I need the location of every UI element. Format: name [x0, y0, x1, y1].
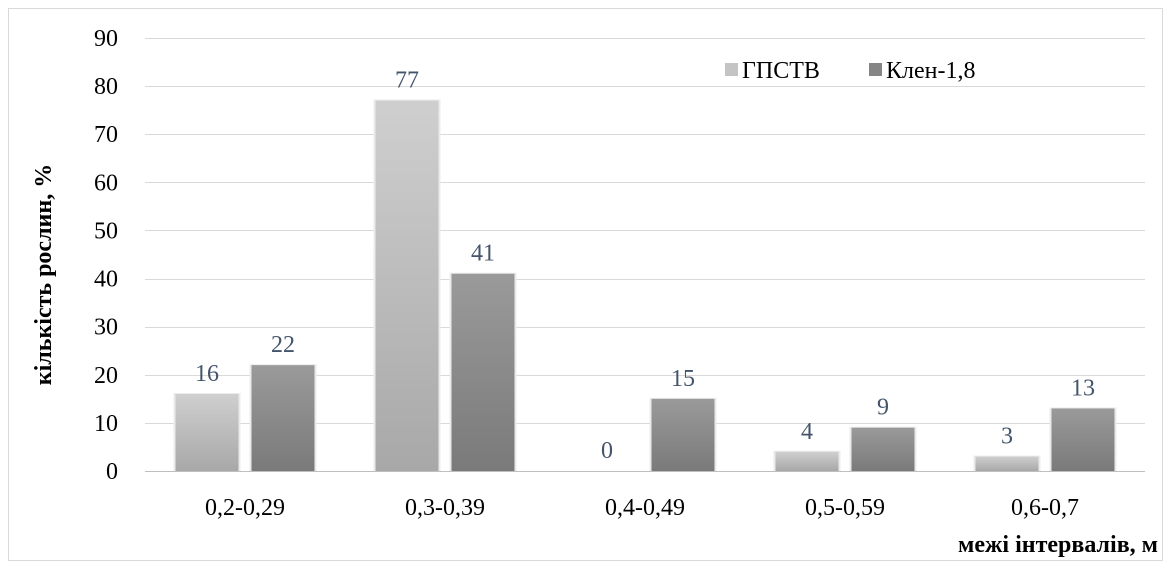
y-axis-title: кількість рослин, %	[31, 164, 57, 385]
bar	[451, 273, 515, 471]
y-tick-label: 90	[94, 26, 118, 52]
bar	[175, 394, 239, 471]
y-tick-label: 70	[94, 122, 118, 148]
x-tick-label: 0,2-0,29	[205, 495, 285, 521]
data-label: 13	[1071, 375, 1095, 401]
bars	[173, 99, 1117, 472]
y-tick-label: 60	[94, 170, 118, 196]
data-labels: 16 22 77 41 0 15 4 9 3 13	[195, 68, 1095, 464]
data-label: 16	[195, 361, 219, 387]
legend-label-klen: Клен-1,8	[886, 58, 975, 84]
y-axis-ticks: 0 10 20 30 40 50 60 70 80 90	[94, 26, 118, 485]
y-tick-label: 40	[94, 267, 118, 293]
y-tick-label: 0	[106, 459, 118, 485]
bar	[975, 456, 1039, 471]
data-label: 77	[395, 68, 419, 94]
bar	[375, 100, 439, 472]
x-tick-label: 0,3-0,39	[405, 495, 485, 521]
bar	[775, 451, 839, 471]
data-label: 15	[671, 366, 695, 392]
legend-swatch-gpstv	[725, 63, 738, 76]
y-tick-label: 20	[94, 363, 118, 389]
data-label: 3	[1001, 424, 1013, 450]
x-tick-label: 0,4-0,49	[605, 495, 685, 521]
y-tick-label: 50	[94, 218, 118, 244]
chart-frame	[8, 8, 1163, 561]
bar	[851, 427, 915, 471]
bar	[1051, 408, 1115, 471]
x-tick-label: 0,6-0,7	[1011, 495, 1079, 521]
x-tick-label: 0,5-0,59	[805, 495, 885, 521]
x-axis-ticks: 0,2-0,29 0,3-0,39 0,4-0,49 0,5-0,59 0,6-0,7	[205, 495, 1079, 521]
data-label: 9	[877, 395, 889, 421]
data-label: 0	[601, 438, 613, 464]
bar	[651, 398, 715, 471]
data-label: 41	[471, 241, 495, 267]
data-label: 22	[271, 332, 295, 358]
bar	[251, 365, 315, 471]
x-axis-title: межі інтервалів, м	[958, 532, 1158, 558]
y-tick-label: 10	[94, 411, 118, 437]
legend-swatch-klen	[869, 63, 882, 76]
legend: ГПСТВ Клен-1,8	[725, 58, 975, 84]
y-tick-label: 30	[94, 315, 118, 341]
data-label: 4	[801, 419, 813, 445]
legend-label-gpstv: ГПСТВ	[742, 58, 820, 84]
y-tick-label: 80	[94, 74, 118, 100]
